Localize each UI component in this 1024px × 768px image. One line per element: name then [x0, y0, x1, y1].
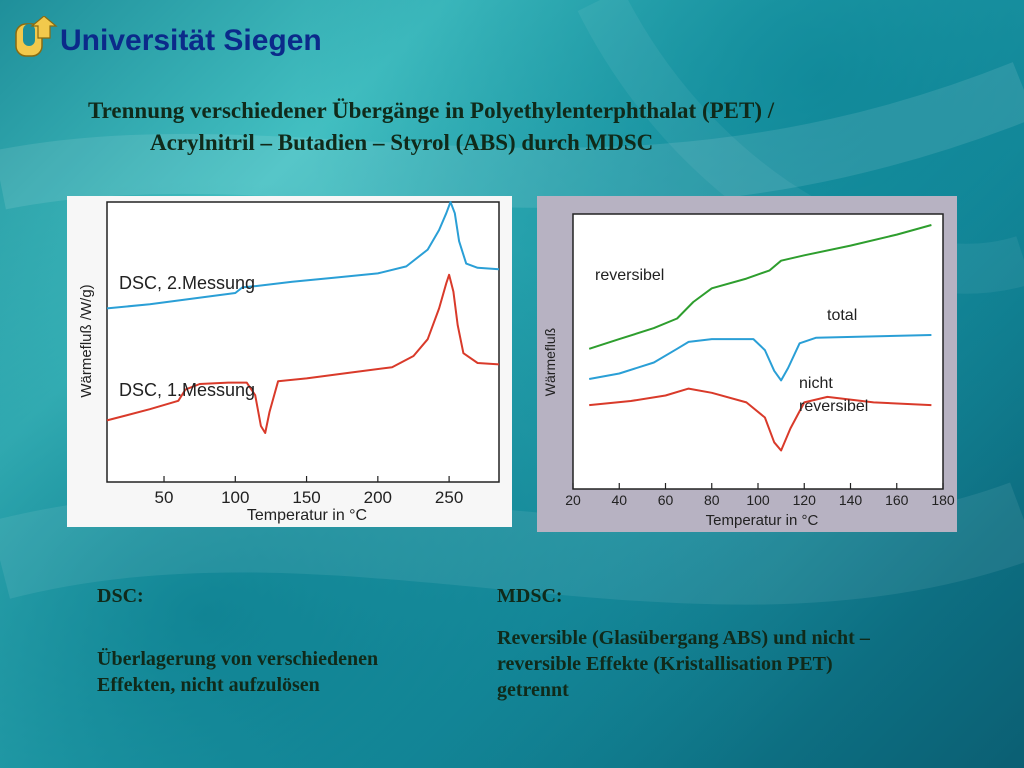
mdsc-x-tick-label-5: 120: [793, 492, 817, 508]
mdsc-x-tick-label-7: 160: [885, 492, 909, 508]
mdsc-annotation-reversibel-2: reversibel: [799, 398, 868, 415]
mdsc-x-tick-label-4: 100: [746, 492, 770, 508]
mdsc-annotation-reversibel: reversibel: [595, 267, 664, 284]
mdsc-series-line-0: [588, 224, 932, 350]
mdsc-annotation-total: total: [827, 307, 857, 324]
dsc-series-label-2: DSC, 2.Messung: [119, 273, 255, 293]
dsc-plot-background: [106, 201, 500, 483]
mdsc-plot-background: [572, 213, 944, 490]
mdsc-series-line-1: [589, 334, 932, 382]
mdsc-x-tick-label-0: 20: [565, 492, 581, 508]
mdsc-xlabel: Temperatur in °C: [706, 512, 819, 529]
dsc-heading: DSC:: [97, 585, 144, 607]
dsc-x-tick-label-1: 100: [221, 488, 249, 507]
mdsc-description-line-2: reversible Effekte (Kristallisation PET): [497, 653, 833, 675]
mdsc-x-tick-label-3: 80: [704, 492, 720, 508]
dsc-description-line-1: Überlagerung von verschiedenen: [97, 648, 379, 670]
dsc-description: Überlagerung von verschiedenen Effekten,…: [97, 646, 378, 698]
mdsc-description-line-1: Reversible (Glasübergang ABS) und nicht …: [497, 627, 870, 649]
dsc-chart: 50 100 150 200 250 DSC, 2.Messung DSC, 1.Mes…: [78, 201, 500, 524]
slide-title: Trennung verschiedener Übergänge in Poly…: [88, 95, 988, 159]
university-name: Universität Siegen: [60, 24, 322, 57]
mdsc-annotation-nicht: nicht: [799, 375, 833, 392]
mdsc-x-tick-label-1: 40: [611, 492, 627, 508]
mdsc-x-tick-label-2: 60: [658, 492, 674, 508]
dsc-xlabel: Temperatur in °C: [247, 507, 367, 524]
dsc-ylabel: Wärmefluß /W/g): [78, 284, 95, 397]
university-logo: [15, 16, 58, 57]
mdsc-ylabel: Wärmefluß: [542, 328, 558, 396]
slide-title-line-2: Acrylnitril – Butadien – Styrol (ABS) du…: [150, 130, 654, 155]
slide-title-line-1: Trennung verschiedener Übergänge in Poly…: [88, 98, 775, 123]
mdsc-series-line-2: [589, 387, 932, 452]
mdsc-chart: 20 40 60 80 100 120 140 160 180 reversibel total…: [542, 213, 955, 529]
mdsc-x-tick-label-8: 180: [931, 492, 955, 508]
dsc-series-line-1: [106, 273, 500, 434]
dsc-x-tick-label-2: 150: [292, 488, 320, 507]
mdsc-x-tick-label-6: 140: [839, 492, 863, 508]
dsc-series-line-0: [106, 201, 500, 310]
dsc-x-tick-label-4: 250: [435, 488, 463, 507]
dsc-chart-panel: 50 100 150 200 250 DSC, 2.Messung DSC, 1.Mes…: [67, 196, 512, 527]
mdsc-heading: MDSC:: [497, 585, 563, 607]
mdsc-description: Reversible (Glasübergang ABS) und nicht …: [497, 625, 870, 703]
dsc-x-tick-label-0: 50: [155, 488, 174, 507]
mdsc-description-line-3: getrennt: [497, 679, 569, 701]
dsc-description-line-2: Effekten, nicht aufzulösen: [97, 674, 320, 696]
mdsc-chart-panel: 20 40 60 80 100 120 140 160 180 reversibel total…: [537, 196, 957, 532]
dsc-x-tick-label-3: 200: [364, 488, 392, 507]
dsc-series-label-1: DSC, 1.Messung: [119, 380, 255, 400]
